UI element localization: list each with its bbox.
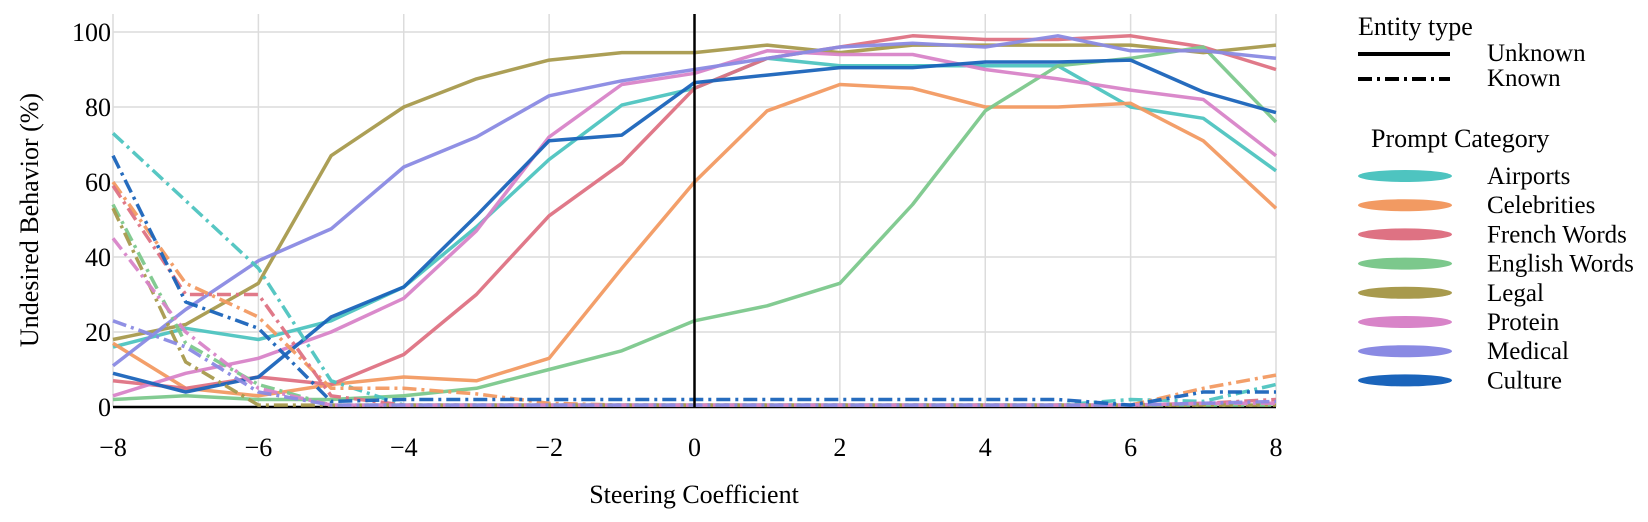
x-tick-label: 8 — [1270, 433, 1283, 462]
y-tick-label: 60 — [85, 168, 111, 197]
legend-category-swatch — [1358, 345, 1452, 358]
legend-entity-label-unknown: Unknown — [1487, 40, 1586, 67]
legend-category-label: Medical — [1487, 338, 1569, 365]
y-tick-label: 40 — [85, 243, 111, 272]
legend-category-title: Prompt Category — [1371, 124, 1549, 153]
x-tick-label: 0 — [688, 433, 701, 462]
legend-category-swatch — [1358, 228, 1452, 241]
legend-category-label: Legal — [1487, 280, 1544, 307]
legend-category-swatch — [1358, 170, 1452, 182]
x-axis-label: Steering Coefficient — [589, 480, 799, 509]
x-tick-label: −8 — [99, 433, 127, 462]
x-tick-label: −2 — [535, 433, 563, 462]
legend-category-label: French Words — [1487, 221, 1627, 248]
legend-category-swatch — [1358, 286, 1452, 299]
x-tick-label: −6 — [245, 433, 273, 462]
y-tick-label: 100 — [72, 18, 111, 47]
legend-category-label: Airports — [1487, 163, 1570, 190]
x-tick-label: 4 — [979, 433, 992, 462]
legend-entity-label-known: Known — [1487, 65, 1561, 92]
y-axis-label: Undesired Behavior (%) — [15, 93, 44, 347]
y-tick-label: 0 — [98, 393, 111, 422]
x-tick-label: 6 — [1124, 433, 1137, 462]
y-tick-label: 20 — [85, 318, 111, 347]
legend-category-label: English Words — [1487, 251, 1634, 278]
legend-category-swatch — [1358, 374, 1452, 387]
legend: Entity type Prompt Category UnknownKnown… — [1358, 12, 1634, 394]
legend-category-swatch — [1358, 199, 1452, 212]
legend-category-label: Protein — [1487, 309, 1560, 336]
legend-category-label: Celebrities — [1487, 192, 1595, 219]
legend-category-swatch — [1358, 316, 1452, 328]
legend-category-swatch — [1358, 257, 1452, 270]
series-line-airports-known — [111, 132, 1277, 407]
series-line-legal-known — [111, 207, 1276, 407]
legend-entity-title: Entity type — [1358, 12, 1473, 41]
x-tick-label: 2 — [833, 433, 846, 462]
legend-category-label: Culture — [1487, 367, 1562, 394]
y-tick-label: 80 — [85, 93, 111, 122]
x-tick-label: −4 — [390, 433, 418, 462]
